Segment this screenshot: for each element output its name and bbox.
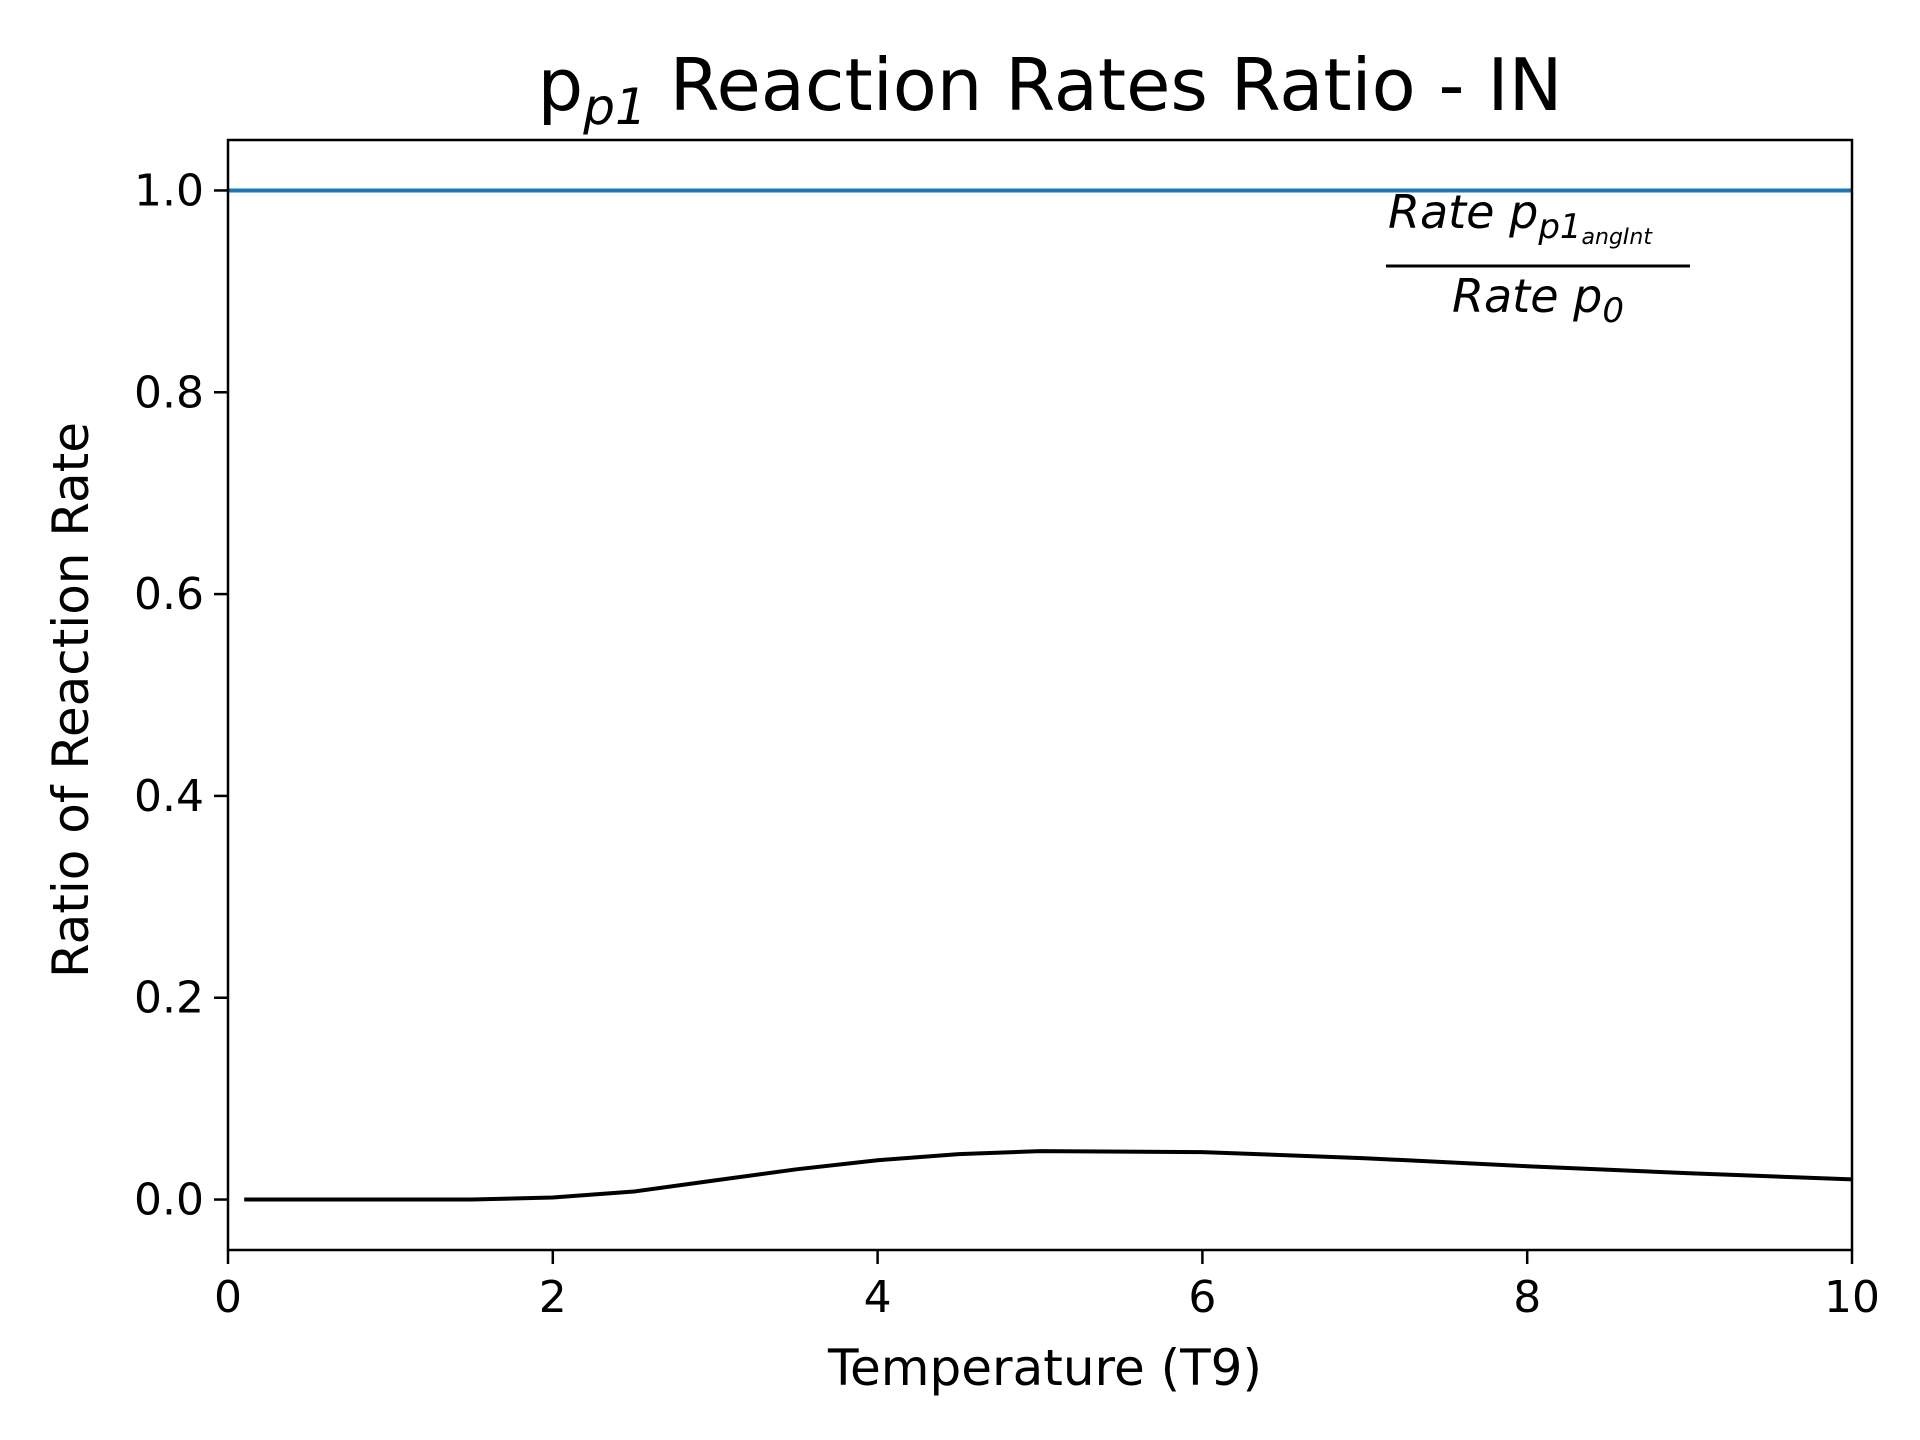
axes-frame xyxy=(226,138,1854,1252)
annotation-denominator: Rate p0 xyxy=(1452,269,1624,331)
y-tick-label: 0.8 xyxy=(134,367,204,418)
x-tick-label: 4 xyxy=(864,1272,892,1323)
annotation-numerator-subsubscript: angInt xyxy=(1582,225,1654,250)
x-tick-label: 0 xyxy=(214,1272,242,1323)
chart-title-base: p xyxy=(538,43,584,127)
y-tick-label: 0.4 xyxy=(134,771,204,822)
x-ticks: 0 2 4 6 8 10 xyxy=(214,1250,1880,1323)
annotation-denominator-subscript: 0 xyxy=(1602,291,1624,331)
y-tick-label: 1.0 xyxy=(134,165,204,216)
y-tick-label: 0.6 xyxy=(134,569,204,620)
chart-title: pp1 Reaction Rates Ratio - IN xyxy=(538,43,1563,136)
y-axis-label: Ratio of Reaction Rate xyxy=(42,422,100,978)
series-line-2 xyxy=(244,1149,1853,1202)
series-layer xyxy=(228,188,1853,1202)
annotation-numerator-subscript: p1 xyxy=(1537,207,1581,247)
annotation-numerator-text: Rate p xyxy=(1388,185,1538,239)
x-axis-label: Temperature (T9) xyxy=(827,1339,1262,1397)
x-tick-label: 10 xyxy=(1824,1272,1880,1323)
y-tick-label: 0.0 xyxy=(134,1175,204,1226)
x-tick-label: 2 xyxy=(539,1272,567,1323)
chart-title-subscript: p1 xyxy=(582,78,647,136)
annotation-denominator-text: Rate p xyxy=(1452,269,1602,323)
chart-title-rest: Reaction Rates Ratio - IN xyxy=(647,43,1563,127)
annotation-numerator: Rate pp1angInt xyxy=(1388,185,1653,250)
x-tick-label: 8 xyxy=(1513,1272,1541,1323)
y-tick-label: 0.2 xyxy=(134,973,204,1024)
ratio-annotation: Rate pp1angInt Rate p0 xyxy=(1386,185,1690,331)
y-ticks: 0.0 0.2 0.4 0.6 0.8 1.0 xyxy=(134,165,228,1226)
x-tick-label: 6 xyxy=(1188,1272,1216,1323)
